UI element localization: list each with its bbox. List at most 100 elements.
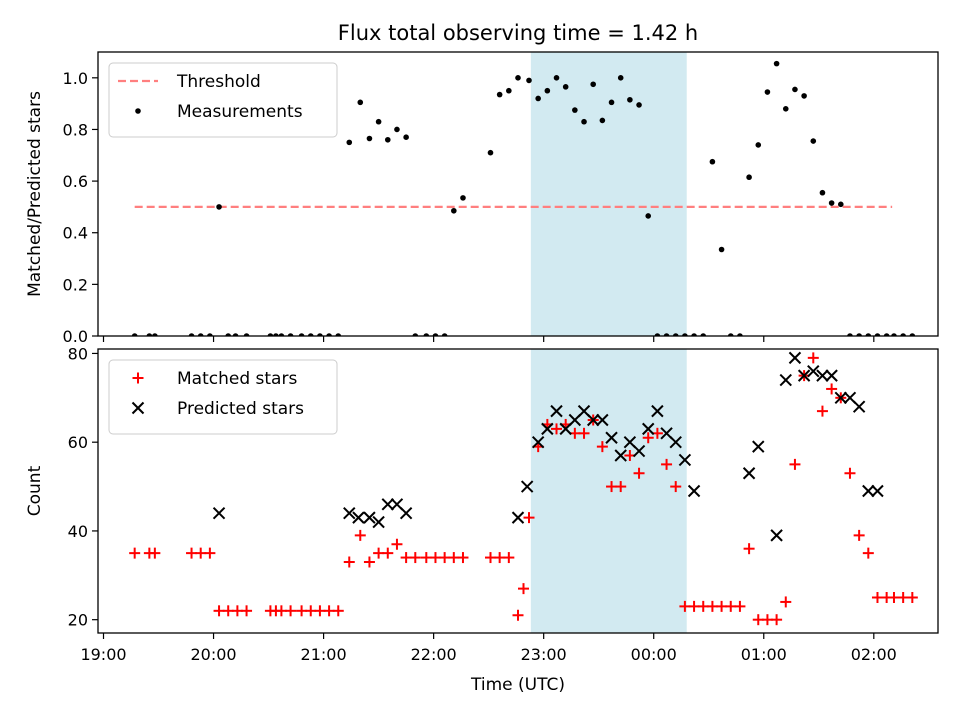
predicted-star-point <box>862 484 875 498</box>
measurement-point <box>403 134 409 140</box>
bottom-panel: 20 40 60 80 19:00 20:00 21:00 22:00 23:00 00:00 01… <box>25 344 939 664</box>
axes-frame <box>97 51 939 337</box>
x-tick-label: 02:00 <box>851 645 897 664</box>
matched-star-point <box>241 605 253 617</box>
measurement-point <box>572 107 578 113</box>
matched-star-point <box>761 614 773 626</box>
measurement-point <box>506 87 512 94</box>
measurement-point <box>335 333 342 336</box>
predicted-star-point <box>531 435 545 449</box>
measurement-point <box>590 81 596 88</box>
measurement-point <box>856 333 862 336</box>
measurement-point <box>216 204 222 210</box>
matched-star-point <box>670 481 682 493</box>
predicted-star-point <box>752 440 765 453</box>
measurement-point <box>207 333 213 336</box>
matched-star-point <box>578 427 590 439</box>
measurement-point <box>891 333 897 336</box>
matched-star-point <box>523 512 535 524</box>
matched-star-point <box>725 600 737 612</box>
matched-star-point <box>897 592 909 603</box>
predicted-star-point <box>770 529 783 542</box>
y-tick-label: 40 <box>68 522 88 541</box>
matched-star-point <box>195 547 207 559</box>
matched-star-point <box>129 547 141 559</box>
legend-entry-label: Predicted stars <box>177 399 304 419</box>
measurement-point <box>451 207 457 214</box>
predicted-star-point <box>614 449 627 462</box>
measurement-point <box>847 333 853 336</box>
matched-star-point <box>807 352 819 364</box>
matched-star-point <box>853 529 865 541</box>
measurement-point <box>515 75 521 81</box>
measurement-point <box>672 333 679 336</box>
predicted-star-point <box>550 404 563 418</box>
matched-star-point <box>222 605 234 617</box>
matched-star-point <box>429 552 441 564</box>
predicted-star-point <box>797 369 811 382</box>
legend-entry-label: Threshold <box>176 72 261 92</box>
measurement-point <box>700 333 707 336</box>
measurement-point <box>755 142 762 148</box>
predicted-star-point <box>520 480 534 493</box>
measurement-point <box>326 333 332 336</box>
matched-star-point <box>780 596 792 608</box>
measurement-point <box>562 84 569 90</box>
measurement-point <box>366 135 373 142</box>
predicted-star-point <box>687 484 701 498</box>
measurement-point <box>900 333 906 336</box>
measurement-point <box>544 87 551 94</box>
matched-star-point <box>409 552 421 564</box>
measurement-point <box>267 333 274 336</box>
measurement-point <box>423 333 430 336</box>
measurement-point <box>553 75 560 81</box>
legend: Matched stars Predicted stars <box>108 359 338 435</box>
measurement-point <box>152 333 158 336</box>
matched-star-point <box>332 605 344 617</box>
legend-entry-label: Matched stars <box>177 369 297 389</box>
predicted-star-point <box>807 364 820 378</box>
measurement-point <box>243 333 250 336</box>
measurement-point <box>599 117 606 124</box>
matched-star-point <box>688 600 700 612</box>
y-tick-label: 20 <box>68 611 88 630</box>
y-tick-label: 1.0 <box>63 69 88 88</box>
matched-star-point <box>642 432 654 444</box>
matched-star-point <box>503 552 515 564</box>
measurement-point <box>278 333 285 336</box>
predicted-star-point <box>511 511 525 524</box>
matched-star-point <box>596 441 608 453</box>
axes-frame <box>97 348 939 634</box>
measurement-point <box>375 118 382 125</box>
measurement-point <box>146 333 153 336</box>
measurement-point <box>188 333 195 336</box>
measurement-point <box>131 333 138 336</box>
matched-star-point <box>457 552 469 564</box>
legend: Threshold Measurements <box>108 62 338 138</box>
matched-star-point <box>213 605 225 617</box>
measurement-point <box>773 60 780 67</box>
matched-star-point <box>771 614 783 626</box>
measurement-point <box>883 333 890 336</box>
observing-span <box>530 52 687 336</box>
matched-star-point <box>789 458 801 470</box>
y-tick-label: 0.2 <box>63 275 88 294</box>
matched-star-point <box>697 600 709 612</box>
measurement-point <box>225 333 232 336</box>
measurement-point <box>197 333 204 336</box>
matched-star-point <box>448 552 460 564</box>
predicted-star-point <box>605 431 618 444</box>
measurement-point <box>819 189 826 196</box>
matched-star-point <box>615 481 627 493</box>
matched-star-point <box>231 605 243 617</box>
measurement-point <box>287 333 294 336</box>
matched-star-point <box>661 458 673 470</box>
predicted-star-point <box>669 435 682 449</box>
predicted-star-point <box>212 506 226 520</box>
matched-star-point <box>906 592 918 603</box>
measurement-point <box>617 75 624 81</box>
matched-star-point <box>275 605 287 617</box>
matched-star-point <box>752 614 764 626</box>
measurement-point <box>526 77 532 84</box>
matched-star-point <box>888 592 900 603</box>
